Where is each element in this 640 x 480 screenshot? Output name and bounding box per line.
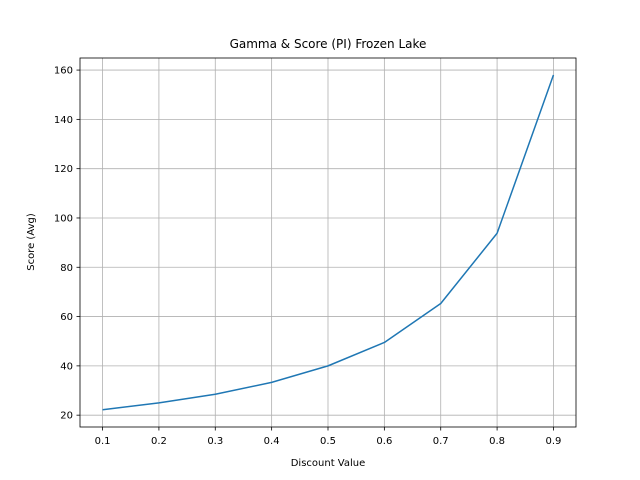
x-tick-label: 0.4 (264, 436, 280, 447)
x-axis: 0.1 0.2 0.3 0.4 0.5 0.6 0.7 0.8 0.9 (95, 427, 562, 447)
y-tick-label: 20 (60, 411, 73, 422)
y-tick-label: 160 (54, 66, 73, 77)
x-tick-label: 0.2 (151, 436, 167, 447)
x-tick-label: 0.7 (433, 436, 449, 447)
x-tick-label: 0.1 (95, 436, 111, 447)
y-tick-label: 80 (60, 263, 73, 274)
x-tick-label: 0.5 (320, 436, 336, 447)
x-tick-label: 0.8 (489, 436, 505, 447)
x-tick-label: 0.9 (546, 436, 562, 447)
plot-area (102, 74, 555, 411)
chart-title: Gamma & Score (PI) Frozen Lake (230, 37, 427, 51)
y-tick-label: 120 (54, 164, 73, 175)
y-tick-label: 100 (54, 213, 73, 224)
y-tick-label: 60 (60, 312, 73, 323)
x-axis-label: Discount Value (291, 458, 366, 469)
grid (80, 58, 576, 427)
y-axis: 20 40 60 80 100 120 140 160 (54, 66, 80, 422)
x-tick-label: 0.6 (376, 436, 392, 447)
y-tick-label: 40 (60, 361, 73, 372)
y-tick-label: 140 (54, 115, 73, 126)
series-line (102, 74, 555, 411)
x-tick-label: 0.3 (207, 436, 223, 447)
y-axis-label: Score (Avg) (26, 213, 37, 271)
